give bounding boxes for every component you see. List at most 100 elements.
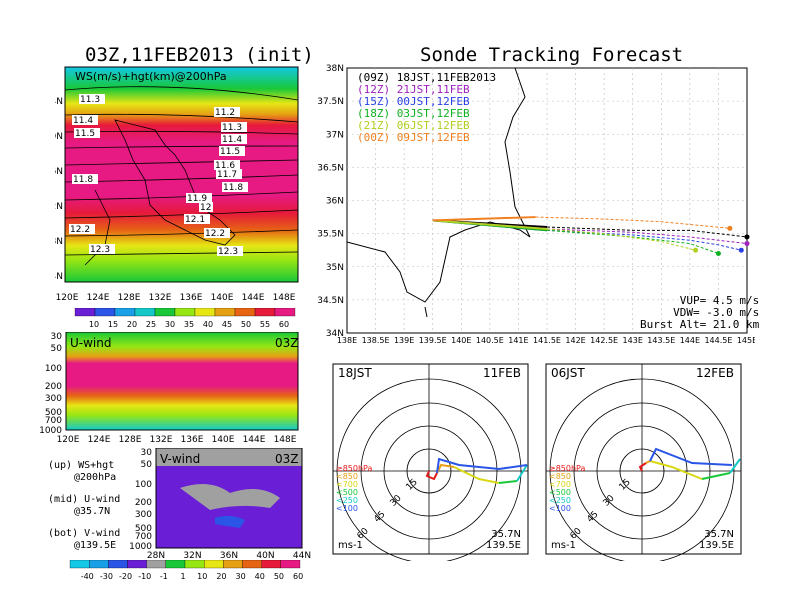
v-colorbar-label: 60 <box>293 572 303 581</box>
track-lon-label: 144.5E <box>704 336 732 345</box>
contour-label: 11.6 <box>214 160 240 171</box>
svg-text:11.5: 11.5 <box>75 129 95 139</box>
track-legend-item: (09Z) 18JST,11FEB2013 <box>357 71 497 84</box>
hodo-segment <box>649 447 733 466</box>
contour-label: 11.7 <box>216 169 242 180</box>
hodo-legend-item: ≥850hPa <box>336 464 373 473</box>
ws-colorbar: 10 15 20 25 30 35 40 45 50 55 60 <box>74 308 296 329</box>
track-endpoint <box>715 251 721 256</box>
v-gray-blob <box>180 484 280 510</box>
svg-text:12.3: 12.3 <box>218 247 238 257</box>
contour-label: 11.4 <box>221 134 247 145</box>
u-level-label: 30 <box>51 332 63 342</box>
notes: (up) WS+hgt @200hPa (mid) U-wind @35.7N (b… <box>48 460 120 552</box>
ws-colorbar-label: 60 <box>279 320 289 329</box>
v-colorbar-swatch <box>108 560 128 569</box>
hodo-frame <box>332 363 529 555</box>
track-legend-item: (18Z) 03JST,12FEB <box>357 107 470 120</box>
track-endpoint <box>744 241 750 247</box>
u-lon-label: 132E <box>150 435 173 444</box>
v-colorbar-swatch <box>223 560 243 569</box>
track-legend-item: (21Z) 06JST,12FEB <box>357 119 470 132</box>
contour-label: 12.2 <box>204 228 230 239</box>
track-params: VUP= 4.5 m/s VDW= -3.0 m/s Burst Alt= 21… <box>640 295 759 331</box>
track-endpoint <box>744 234 750 240</box>
ws-colorbar-swatch <box>114 308 136 317</box>
hodo-legend-item: <700 <box>336 480 358 489</box>
v-colorbar-swatch <box>261 560 281 569</box>
track-lon-label: 145E <box>737 336 755 345</box>
v-colorbar-swatch <box>280 560 301 569</box>
ws-lat-labels: 44N 40N 36N 32N 28N 24N <box>55 97 63 282</box>
contour-label: 11.3 <box>79 94 105 105</box>
ws-lat-label: 32N <box>55 202 63 212</box>
u-level-label: 1000 <box>39 426 62 436</box>
hodo-unit: ms-1 <box>338 540 363 551</box>
hodo-unit: ms-1 <box>551 540 576 551</box>
hodo-legend-item: <700 <box>549 480 571 489</box>
hodo-date: 12FEB <box>696 366 734 380</box>
hodo-legend-item: <500 <box>336 488 358 497</box>
v-lat-label: 36N <box>220 551 238 560</box>
track-lon-label: 138.5E <box>362 336 390 345</box>
ws-colorbar-label: 50 <box>241 320 251 329</box>
track-lon-label: 139E <box>394 336 414 345</box>
v-level-label: 30 <box>141 448 153 458</box>
svg-text:11.7: 11.7 <box>217 170 237 180</box>
u-lon-label: 128E <box>119 435 142 444</box>
u-level-label: 500 <box>45 408 62 418</box>
ws-lon-label: 136E <box>180 293 203 303</box>
ws-colorbar-swatch <box>174 308 196 317</box>
ws-contour-labels: 11.3 11.2 11.4 11.3 11.5 11.4 11.5 11.6 11.8 11.7… <box>69 94 248 257</box>
svg-text:11.4: 11.4 <box>222 135 242 145</box>
v-blue-blob <box>215 515 245 528</box>
contour-label: 12.3 <box>217 246 243 257</box>
svg-text:11.2: 11.2 <box>215 108 235 118</box>
hodo-legend-item: <100 <box>336 504 358 513</box>
hodo-segment <box>645 460 651 464</box>
track-island <box>424 306 428 318</box>
v-colorbar-label: -1 <box>160 572 168 581</box>
track-lat-label: 38N <box>326 64 344 74</box>
hodo-lat: 35.7N <box>491 529 521 540</box>
track-lat-label: 37.5N <box>317 97 344 107</box>
track-series-dashed <box>546 228 748 245</box>
svg-text:11.5: 11.5 <box>220 147 240 157</box>
track-series-dashed <box>546 228 696 251</box>
ws-lat-label: 24N <box>55 272 63 282</box>
track-lon-label: 138E <box>337 336 357 345</box>
track-lat-label: 35.5N <box>317 230 344 240</box>
hodo-lat: 35.7N <box>704 529 734 540</box>
ws-lon-label: 144E <box>242 293 265 303</box>
u-level-label: 200 <box>45 382 62 392</box>
v-colorbar-swatch <box>242 560 262 569</box>
svg-text:12.2: 12.2 <box>205 229 225 239</box>
u-lon-label: 144E <box>243 435 266 444</box>
track-lon-label: 142.5E <box>590 336 618 345</box>
track-legend-item: (15Z) 00JST,12FEB <box>357 95 470 108</box>
v-colorbar-swatch <box>184 560 205 569</box>
svg-text:11.3: 11.3 <box>80 95 100 105</box>
v-gray-top <box>156 448 302 466</box>
svg-text:11.9: 11.9 <box>187 194 207 204</box>
ws-colorbar-swatch <box>154 308 176 317</box>
track-series-dashed <box>546 226 748 238</box>
ws-lon-label: 148E <box>273 293 296 303</box>
v-colorbar-label: 1 <box>181 572 186 581</box>
track-lon-label: 143.5E <box>647 336 675 345</box>
ws-colorbar-swatch <box>214 308 236 317</box>
ws-colorbar-label: 15 <box>108 320 118 329</box>
v-colorbar-label: 10 <box>197 572 207 581</box>
ws-lon-label: 132E <box>149 293 172 303</box>
contour-label: 12.2 <box>69 224 95 235</box>
v-colorbar-swatch <box>89 560 109 569</box>
svg-text:12.1: 12.1 <box>185 215 205 225</box>
hodo-segment <box>701 472 731 480</box>
v-lat-label: 40N <box>256 551 274 560</box>
u-label: U-wind <box>70 336 112 350</box>
v-level-label: 50 <box>141 460 153 470</box>
u-lon-labels: 120E 124E 128E 132E 136E 140E 144E 148E <box>57 435 297 444</box>
hodo-ring <box>549 378 735 561</box>
